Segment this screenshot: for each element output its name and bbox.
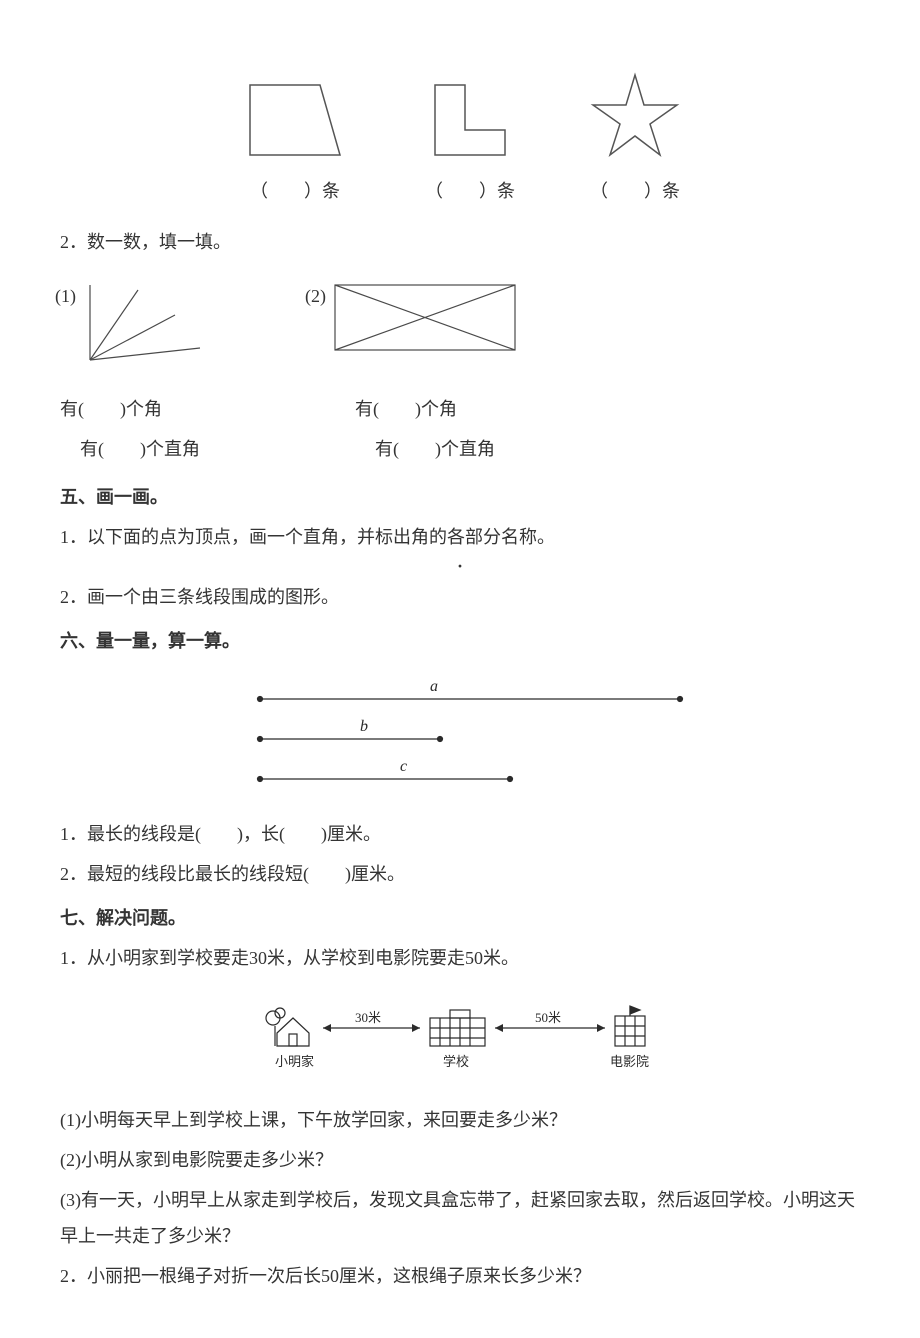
star-polygon: [593, 75, 677, 155]
sec7-q1-3: (3)有一天，小明早上从家走到学校后，发现文具盒忘带了，赶紧回家去取，然后返回学…: [60, 1182, 860, 1254]
place1-label: 小明家: [275, 1054, 314, 1069]
sec7-q2: 2．小丽把一根绳子对折一次后长50厘米，这根绳子原来长多少米？: [60, 1258, 860, 1294]
angle-answers-row: 有( )个角 有( )个直角 有( )个角 有( )个直角: [60, 387, 860, 471]
sec5-q1: 1．以下面的点为顶点，画一个直角，并标出角的各部分名称。: [60, 519, 860, 555]
sec7-q1: 1．从小明家到学校要走30米，从学校到电影院要走50米。: [60, 940, 860, 976]
place3-label: 电影院: [610, 1054, 649, 1069]
lines-svg: a b c: [230, 669, 690, 794]
count-fig-2: (2): [330, 280, 520, 382]
section-7-title: 七、解决问题。: [60, 900, 860, 936]
fig1-right-angles: 有( )个直角: [60, 431, 200, 467]
distance-svg: 30米 50米 小明家 学校 电影院: [245, 988, 675, 1078]
trapezoid-svg: [235, 70, 355, 165]
line-b-label: b: [360, 718, 368, 735]
lines-diagram: a b c: [230, 669, 690, 806]
fig2-right-angles: 有( )个直角: [355, 431, 495, 467]
fig1-label: (1): [55, 278, 76, 314]
vertex-dot: ·: [60, 561, 860, 573]
shape-trapezoid: （ ）条: [235, 70, 355, 209]
dist1-label: 30米: [355, 1010, 381, 1025]
school-icon: [430, 1010, 485, 1046]
lshape-polygon: [435, 85, 505, 155]
sec7-q1-1: (1)小明每天早上到学校上课，下午放学回家，来回要走多少米？: [60, 1102, 860, 1138]
count-fig-1: (1): [80, 280, 210, 382]
trapezoid-polygon: [250, 85, 340, 155]
line-a-label: a: [430, 678, 438, 695]
shapes-count-row: （ ）条 （ ）条 （ ）条: [60, 70, 860, 209]
cinema-icon: [615, 1006, 645, 1046]
rect-diagonals-svg: [330, 280, 520, 360]
fig1-angles: 有( )个角: [60, 391, 200, 427]
house-icon: [266, 1008, 309, 1046]
sec6-q1: 1．最长的线段是( )，长( )厘米。: [60, 816, 860, 852]
count-shapes-row: (1) (2): [80, 280, 860, 382]
shape-lshape: （ ）条: [415, 70, 525, 209]
sec7-q1-2: (2)小明从家到电影院要走多少米？: [60, 1142, 860, 1178]
question-2-prompt: 2．数一数，填一填。: [60, 224, 860, 260]
dist2-label: 50米: [535, 1010, 561, 1025]
fig2-angles: 有( )个角: [355, 391, 495, 427]
section-6-title: 六、量一量，算一算。: [60, 623, 860, 659]
trapezoid-blank: （ ）条: [250, 181, 340, 201]
place2-label: 学校: [443, 1054, 469, 1069]
fig2-label: (2): [305, 278, 326, 314]
rays-svg: [80, 280, 210, 370]
lshape-svg: [415, 70, 525, 165]
sec6-q2: 2．最短的线段比最长的线段短( )厘米。: [60, 856, 860, 892]
section-5-title: 五、画一画。: [60, 479, 860, 515]
lshape-blank: （ ）条: [425, 181, 515, 201]
sec5-q2: 2．画一个由三条线段围成的图形。: [60, 579, 860, 615]
shape-star: （ ）条: [585, 70, 685, 209]
star-blank: （ ）条: [590, 181, 680, 201]
distance-diagram: 30米 50米 小明家 学校 电影院: [60, 988, 860, 1090]
star-svg: [585, 70, 685, 165]
line-c-label: c: [400, 758, 407, 775]
